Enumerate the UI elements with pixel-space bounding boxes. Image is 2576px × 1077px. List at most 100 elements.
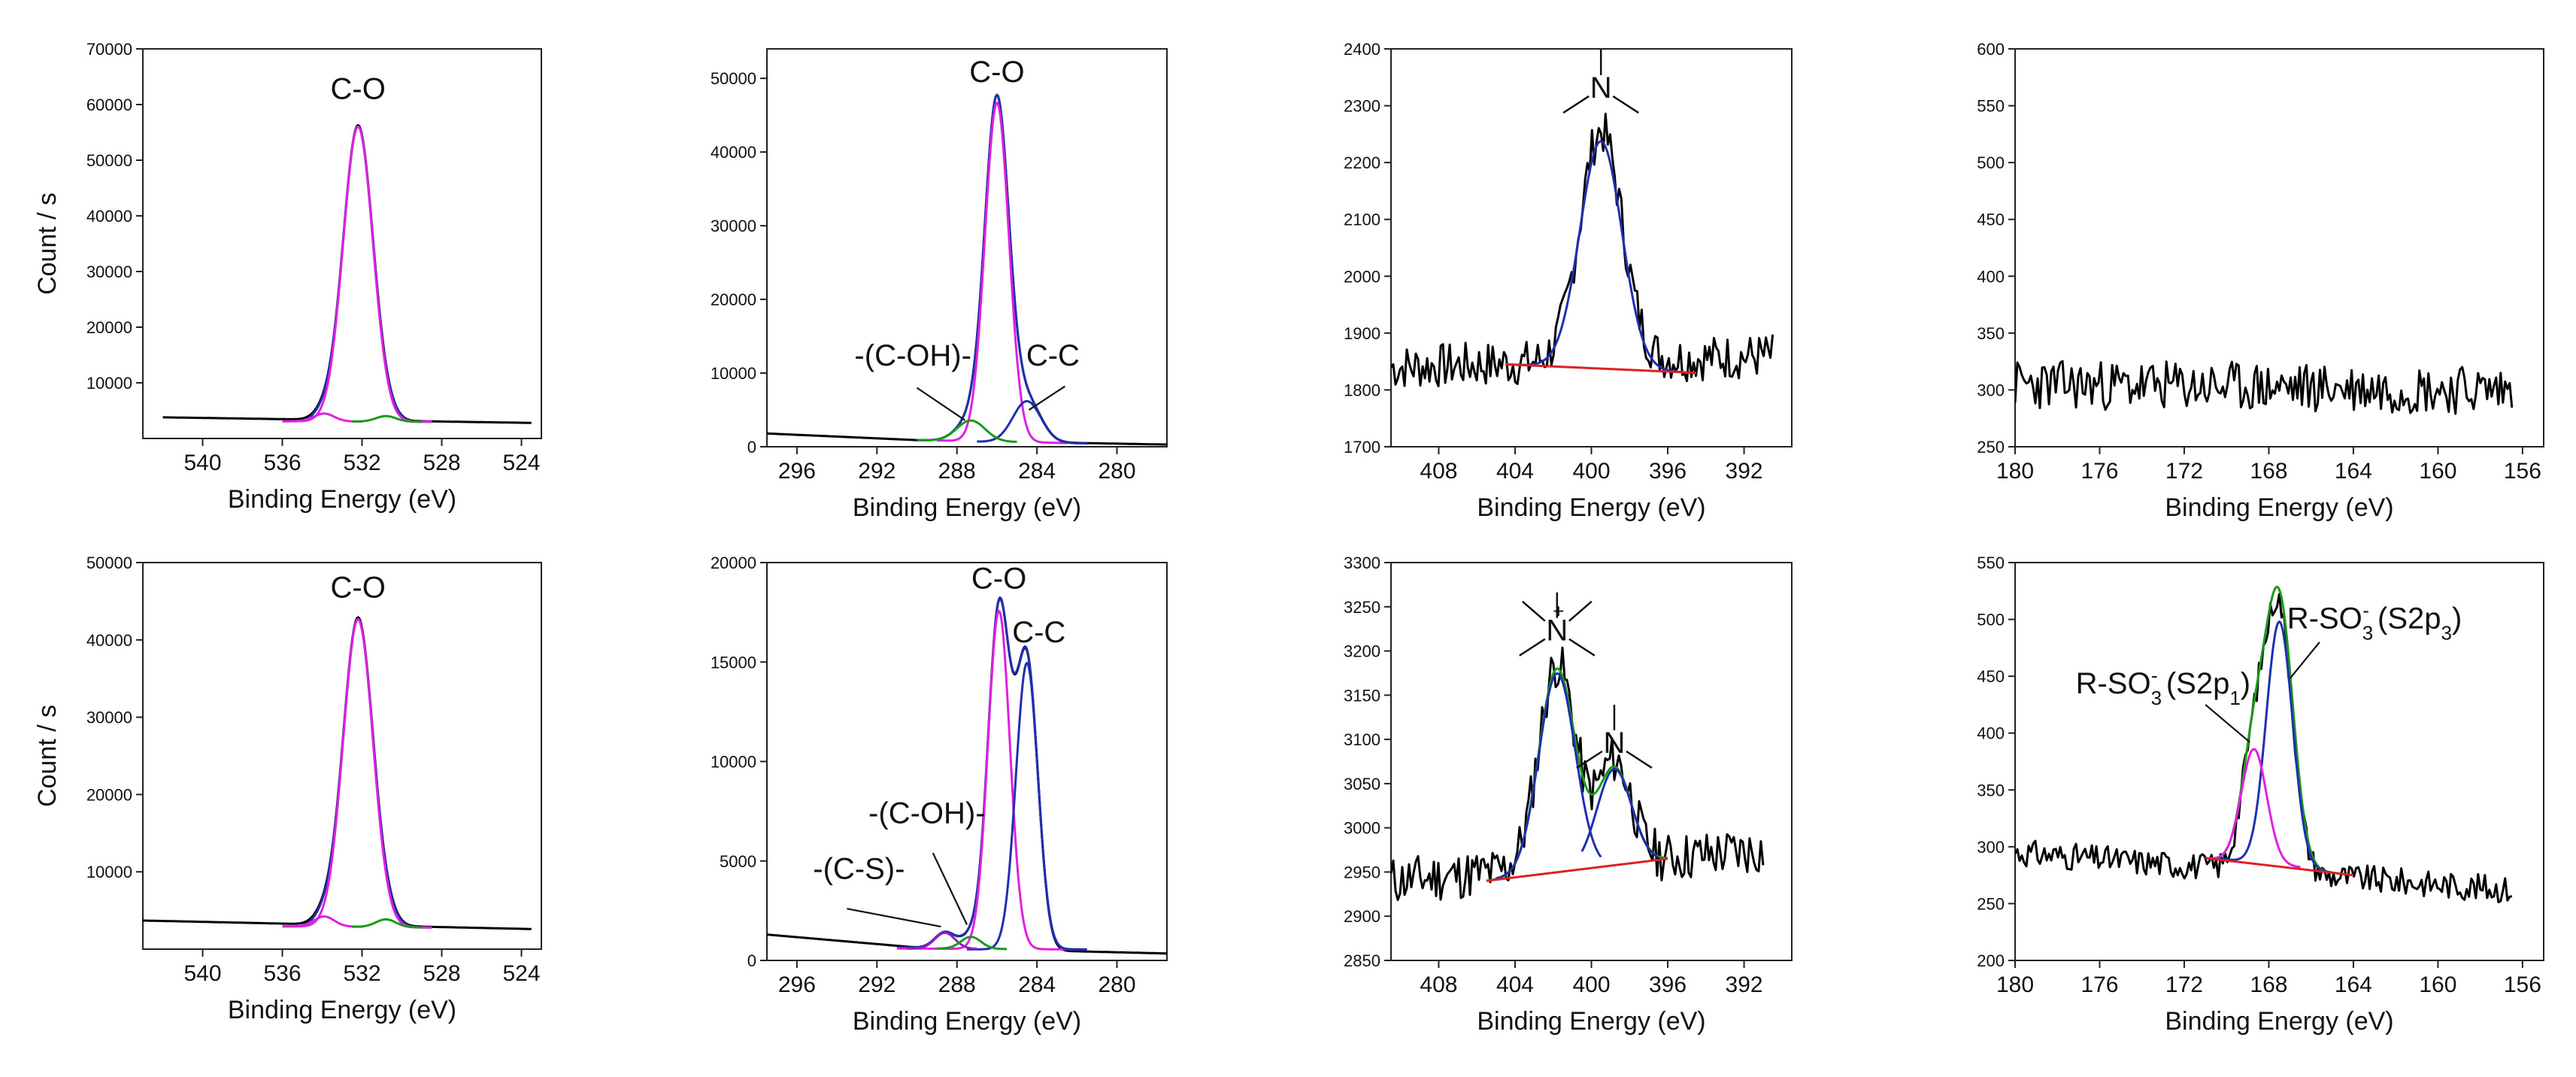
annotation-label: C-O	[969, 56, 1024, 89]
y-tick-label: 20000	[711, 554, 756, 572]
x-tick-label: 180	[1996, 972, 2034, 997]
x-axis-label: Binding Energy (eV)	[2165, 493, 2393, 522]
y-tick-label: 40000	[86, 631, 132, 650]
x-tick-label: 280	[1098, 459, 1135, 484]
y-tick-label: 70000	[86, 40, 132, 59]
x-axis-label: Binding Energy (eV)	[1477, 1007, 1705, 1036]
annotation-label: -(C-S)-	[813, 853, 905, 886]
y-tick-label: 450	[1977, 211, 2005, 229]
y-tick-label: 50000	[711, 69, 756, 88]
y-tick-label: 2950	[1344, 863, 1380, 881]
y-tick-label: 450	[1977, 667, 2005, 686]
y-tick-label: 20000	[86, 785, 132, 804]
x-tick-label: 536	[263, 961, 301, 986]
annotation-label: C-C	[1026, 339, 1080, 372]
x-tick-label: 408	[1420, 459, 1457, 484]
y-tick-label: 20000	[711, 290, 756, 309]
y-tick-label: 1700	[1344, 438, 1380, 457]
annotation-label: R-SO3- (S2p3)	[2287, 599, 2462, 645]
y-tick-label: 10000	[711, 364, 756, 383]
series--c-s-component	[907, 931, 977, 950]
x-axis-label: Binding Energy (eV)	[853, 1007, 1081, 1036]
y-tick-label: 10000	[86, 374, 132, 393]
x-tick-label: 524	[502, 451, 540, 475]
y-tick-label: 550	[1977, 554, 2005, 572]
leader-line	[916, 387, 965, 421]
y-tick-label: 1900	[1344, 324, 1380, 343]
x-tick-label: 532	[343, 961, 380, 986]
bond-line	[1562, 95, 1590, 114]
panel-top-O1s: 10000 20000 30000 40000 50000 60000 70000 540 53…	[33, 40, 542, 514]
x-axis-label: Binding Energy (eV)	[853, 493, 1081, 522]
series-group	[767, 596, 1167, 955]
annotation-label: C-C	[1012, 616, 1065, 649]
x-tick-label: 156	[2504, 459, 2541, 484]
y-tick-label: 5000	[720, 852, 756, 871]
y-tick-label: 1800	[1344, 381, 1380, 399]
y-tick-label: 400	[1977, 724, 2005, 743]
x-tick-label: 180	[1996, 459, 2034, 484]
x-tick-label: 532	[343, 451, 380, 475]
x-tick-label: 288	[938, 972, 976, 997]
x-tick-label: 524	[502, 961, 540, 986]
bond-line	[1576, 750, 1603, 769]
annotation-label: R-SO3- (S2p1)	[2076, 664, 2251, 709]
x-tick-label: 172	[2165, 972, 2203, 997]
y-tick-label: 500	[1977, 611, 2005, 630]
x-tick-label: 176	[2080, 972, 2118, 997]
y-tick-label: 3250	[1344, 598, 1380, 617]
series-c-o-component	[896, 609, 1087, 951]
x-tick-label: 296	[778, 459, 816, 484]
x-tick-label: 404	[1496, 972, 1534, 997]
y-tick-label: 2850	[1344, 951, 1380, 970]
series-minor-component	[292, 412, 362, 423]
series-background	[1505, 363, 1697, 375]
y-tick-label: 15000	[711, 653, 756, 672]
plot-frame	[142, 48, 542, 439]
y-tick-label: 40000	[711, 143, 756, 162]
y-tick-label: 550	[1977, 97, 2005, 116]
x-tick-label: 396	[1649, 972, 1687, 997]
y-tick-label: 20000	[86, 318, 132, 337]
plot-frame	[2014, 48, 2544, 447]
series-c-o-component	[282, 125, 432, 423]
panel-bottom-N1s: 2850 2900 2950 3000 3050 3100 3150 3200 3250 3300…	[1344, 554, 1793, 1036]
series-envelope	[1486, 667, 1668, 882]
annotation-label: C-O	[331, 571, 386, 604]
series-group	[1391, 112, 1774, 387]
bond-line	[1626, 750, 1653, 769]
panel-bottom-O1s: 10000 20000 30000 40000 50000 540 536 532 528 524…	[33, 554, 542, 1024]
y-tick-label: 30000	[86, 262, 132, 281]
series-envelope	[917, 93, 1087, 445]
panel-top-S2p: 250 300 350 400 450 500 550 600 180 176 172 168 164 1…	[1977, 40, 2544, 522]
series-minor-component-2	[352, 414, 422, 423]
series--c-oh-component	[917, 419, 1017, 443]
leader-line	[2289, 642, 2320, 679]
series-raw	[1391, 646, 1765, 901]
y-tick-label: 250	[1977, 894, 2005, 913]
y-tick-label: 350	[1977, 781, 2005, 799]
series-amine-n-component	[1580, 768, 1659, 858]
y-tick-label: 2900	[1344, 907, 1380, 926]
series-quaternary-n-component	[1496, 672, 1602, 880]
leader-line	[1028, 385, 1065, 411]
x-tick-label: 172	[2165, 459, 2203, 484]
y-tick-label: 500	[1977, 153, 2005, 172]
y-tick-label: 60000	[86, 96, 132, 114]
bond-line	[1612, 95, 1639, 114]
annotation-label: N	[1604, 727, 1626, 760]
plot-frame	[142, 562, 542, 950]
leader-line	[847, 908, 941, 928]
series-raw	[767, 597, 1167, 955]
y-tick-label: 2300	[1344, 97, 1380, 116]
y-tick-label: 400	[1977, 267, 2005, 286]
series-group	[162, 124, 532, 424]
series-envelope	[1505, 140, 1697, 375]
y-axis-label: Count / s	[33, 705, 62, 807]
series-c-o-component	[282, 618, 432, 929]
bond-line	[1568, 638, 1596, 657]
series-group	[143, 616, 532, 930]
y-axis-label: Count / s	[33, 193, 62, 295]
y-tick-label: 350	[1977, 324, 2005, 343]
